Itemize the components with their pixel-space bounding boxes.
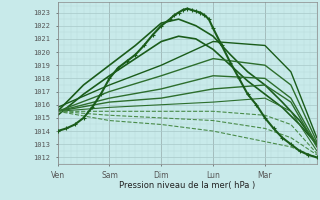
X-axis label: Pression niveau de la mer( hPa ): Pression niveau de la mer( hPa )	[119, 181, 255, 190]
